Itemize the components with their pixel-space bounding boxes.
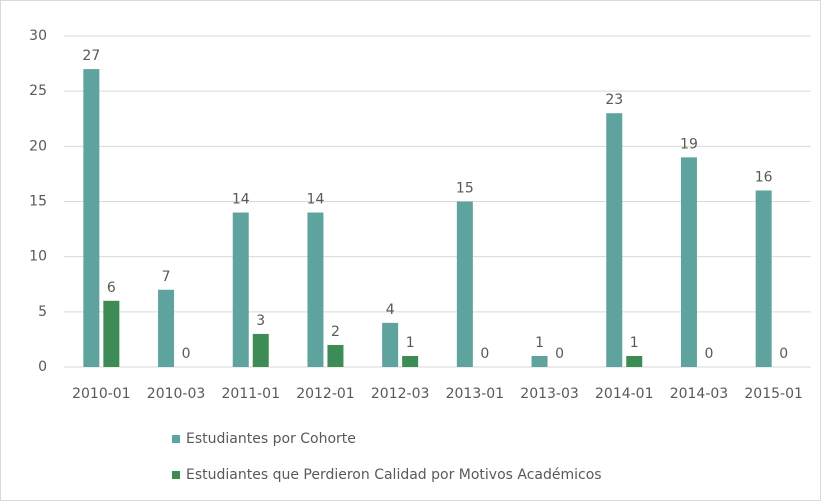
x-tick-label: 2012-03	[371, 386, 430, 402]
value-label: 0	[704, 346, 713, 362]
y-tick-label: 30	[29, 28, 47, 44]
value-label: 4	[386, 302, 395, 318]
value-label: 14	[307, 192, 325, 208]
bar	[83, 69, 100, 367]
x-tick-label: 2014-01	[595, 386, 654, 402]
bar	[680, 157, 697, 367]
value-label: 14	[232, 192, 250, 208]
x-tick-label: 2010-01	[72, 386, 131, 402]
value-label: 0	[182, 346, 191, 362]
value-label: 27	[82, 48, 100, 64]
value-label: 0	[555, 346, 564, 362]
legend-label: Estudiantes por Cohorte	[186, 431, 356, 447]
value-label: 2	[331, 324, 340, 340]
value-label: 0	[779, 346, 788, 362]
bar	[402, 355, 419, 367]
y-tick-label: 5	[38, 304, 47, 320]
value-label: 7	[162, 269, 171, 285]
legend-label: Estudiantes que Perdieron Calidad por Mo…	[186, 467, 602, 483]
y-tick-label: 15	[29, 194, 47, 210]
legend-swatch	[172, 435, 180, 443]
y-tick-label: 10	[29, 249, 47, 265]
value-label: 19	[680, 136, 698, 152]
bar	[327, 344, 344, 367]
y-tick-label: 25	[29, 83, 47, 99]
value-label: 3	[256, 313, 265, 329]
y-tick-label: 20	[29, 138, 47, 154]
value-label: 1	[535, 335, 544, 351]
x-tick-label: 2013-01	[446, 386, 505, 402]
y-tick-label: 0	[38, 359, 47, 375]
x-tick-label: 2013-03	[520, 386, 579, 402]
value-label: 16	[755, 169, 773, 185]
value-label: 15	[456, 181, 474, 197]
legend-swatch	[172, 471, 180, 479]
bar	[531, 355, 548, 367]
x-tick-label: 2014-03	[670, 386, 729, 402]
x-tick-label: 2012-01	[296, 386, 355, 402]
bar	[626, 355, 643, 367]
bar	[606, 113, 623, 367]
value-label: 6	[107, 280, 116, 296]
bar	[252, 333, 269, 367]
value-label: 23	[605, 92, 623, 108]
bar	[755, 190, 772, 367]
x-tick-label: 2011-01	[222, 386, 281, 402]
value-label: 1	[630, 335, 639, 351]
bar	[456, 201, 473, 367]
bar	[307, 212, 324, 367]
x-tick-label: 2010-03	[147, 386, 206, 402]
bar	[158, 289, 175, 367]
bar	[232, 212, 249, 367]
value-label: 1	[406, 335, 415, 351]
x-tick-label: 2015-01	[744, 386, 803, 402]
bar	[382, 322, 399, 367]
bar	[103, 300, 120, 367]
value-label: 0	[480, 346, 489, 362]
